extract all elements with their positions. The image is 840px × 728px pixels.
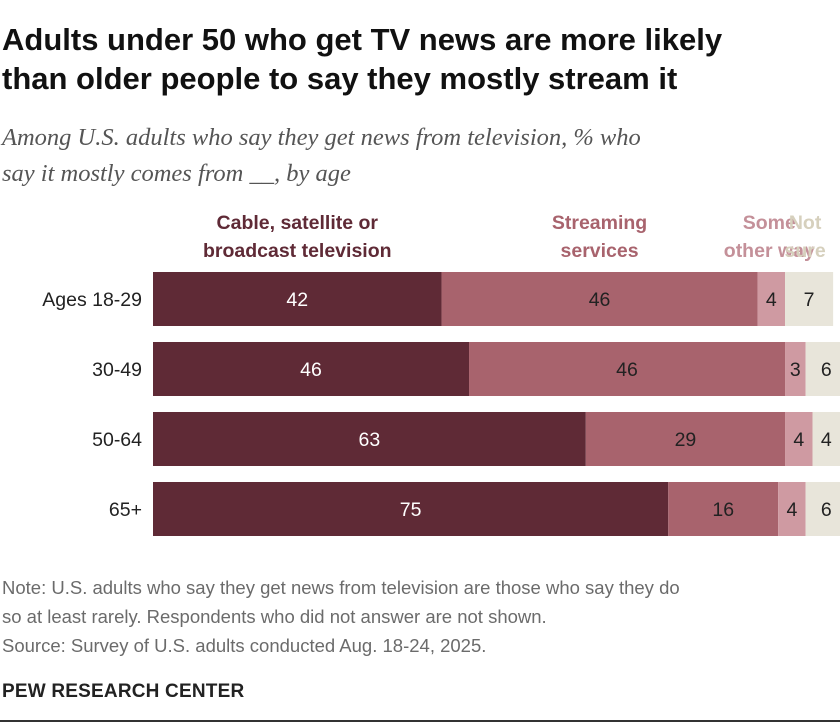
bar-segment-4	[805, 482, 840, 536]
source-line: Source: Survey of U.S. adults conducted …	[2, 635, 487, 656]
chart-title-line-1: Adults under 50 who get TV news are more…	[2, 22, 723, 57]
category-label: 30-49	[92, 359, 142, 381]
chart-subtitle-line-1: Among U.S. adults who say they get news …	[2, 124, 641, 151]
chart-subtitle: Among U.S. adults who say they get news …	[2, 120, 832, 192]
bar-segment-1	[153, 272, 442, 326]
bar-segment-3	[757, 272, 786, 326]
data-label: 42	[286, 289, 308, 311]
chart-title-line-2: than older people to say they mostly str…	[2, 61, 678, 96]
bar-segment-3	[778, 482, 806, 536]
publisher-footer: PEW RESEARCH CENTER	[2, 681, 245, 702]
legend-label-1-line-2: broadcast television	[203, 240, 392, 262]
bar-segment-3	[785, 342, 806, 396]
data-label: 63	[359, 429, 381, 451]
bar-segment-2	[441, 272, 758, 326]
data-label: 46	[300, 359, 322, 381]
data-label: 4	[793, 429, 804, 451]
data-label: 16	[712, 499, 734, 521]
legend-label-3-line-2: other way	[724, 240, 815, 262]
footer-rule	[0, 720, 840, 722]
note-line-1: Note: U.S. adults who say they get news …	[2, 577, 680, 598]
data-label: 4	[766, 289, 777, 311]
data-label: 7	[804, 289, 815, 311]
legend-label-4-line-2: sure	[784, 240, 825, 262]
legend-label-3-line-1: Some	[743, 212, 796, 234]
category-label: 65+	[109, 499, 142, 521]
legend-label-2-line-2: services	[561, 240, 639, 262]
chart-subtitle-line-2: say it mostly comes from __, by age	[2, 160, 351, 187]
bar-segment-4	[812, 412, 840, 466]
chart-title: Adults under 50 who get TV news are more…	[2, 20, 832, 98]
category-label: Ages 18-29	[42, 289, 142, 311]
data-label: 75	[400, 499, 422, 521]
chart-notes: Note: U.S. adults who say they get news …	[2, 573, 838, 660]
bar-segment-2	[585, 412, 786, 466]
note-line-2: so at least rarely. Respondents who did …	[2, 606, 547, 627]
bar-segment-1	[153, 412, 586, 466]
data-label: 46	[589, 289, 611, 311]
bar-segment-2	[469, 342, 786, 396]
data-label: 4	[786, 499, 797, 521]
bar-segment-2	[668, 482, 779, 536]
bar-segment-1	[153, 342, 470, 396]
data-label: 29	[675, 429, 697, 451]
stacked-bar-chart: Cable, satellite or broadcast television S…	[42, 212, 840, 536]
bar-segment-1	[153, 482, 669, 536]
bar-segment-4	[785, 272, 834, 326]
data-label: 4	[821, 429, 832, 451]
legend-label-4-line-1: Not	[789, 212, 822, 234]
data-label: 6	[821, 499, 832, 521]
data-label: 46	[616, 359, 638, 381]
legend-label-2-line-1: Streaming	[552, 212, 647, 234]
data-label: 3	[790, 359, 801, 381]
data-label: 6	[821, 359, 832, 381]
legend-label-1-line-1: Cable, satellite or	[217, 212, 379, 234]
bar-segment-4	[805, 342, 840, 396]
bar-segment-3	[785, 412, 813, 466]
category-label: 50-64	[92, 429, 142, 451]
